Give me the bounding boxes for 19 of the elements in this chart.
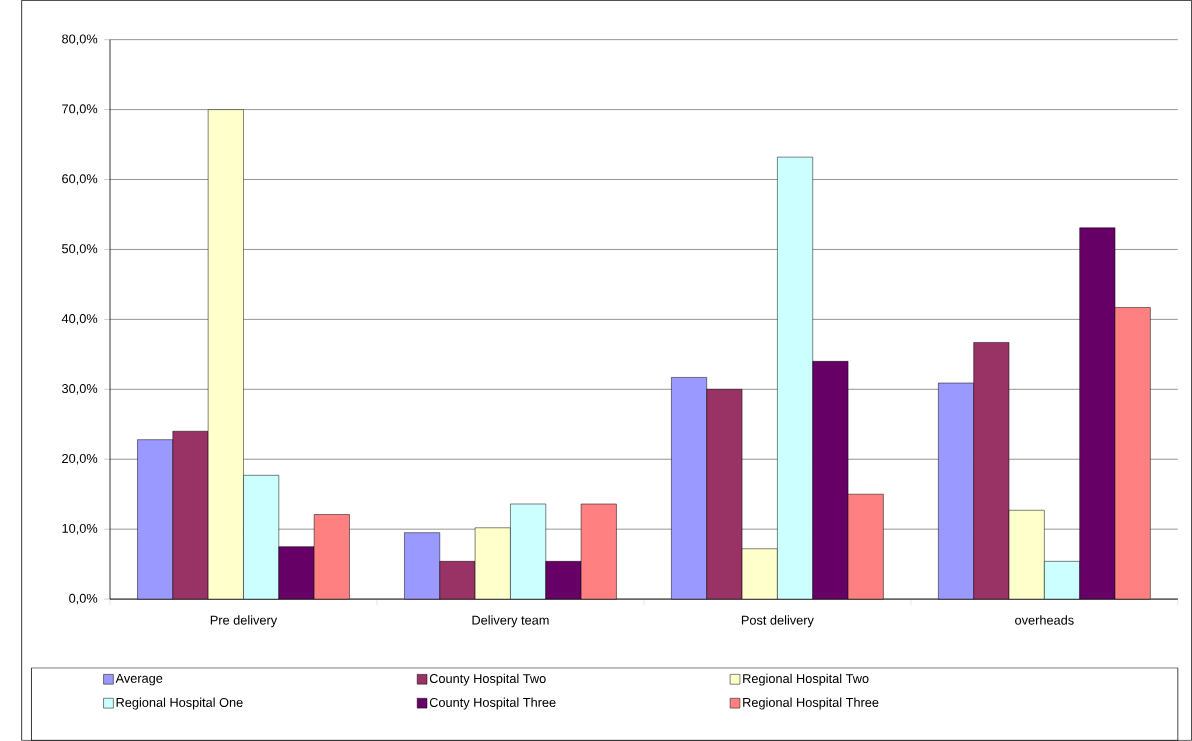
legend-label: Regional Hospital Three bbox=[743, 697, 879, 710]
legend-label: Regional Hospital Two bbox=[743, 673, 869, 686]
y-tick-label: 50,0% bbox=[62, 244, 98, 255]
y-tick-label: 60,0% bbox=[62, 174, 98, 185]
x-tick-label: Delivery team bbox=[472, 615, 549, 628]
y-tick-label: 20,0% bbox=[62, 454, 98, 465]
legend-label: County Hospital Three bbox=[429, 697, 556, 710]
legend-label: County Hospital Two bbox=[429, 673, 546, 686]
x-tick-label: Post delivery bbox=[741, 615, 814, 628]
y-tick-label: 70,0% bbox=[62, 104, 98, 115]
x-tick-label: Pre delivery bbox=[210, 615, 278, 628]
x-tick-label: overheads bbox=[1015, 615, 1074, 625]
legend-label: Regional Hospital One bbox=[116, 697, 243, 710]
y-tick-label: 40,0% bbox=[61, 314, 98, 325]
y-tick-label: 80,0% bbox=[62, 34, 98, 45]
y-tick-label: 10,0% bbox=[62, 523, 98, 535]
y-tick-label: 0,0% bbox=[69, 593, 98, 605]
legend-label: Average bbox=[115, 674, 163, 686]
y-tick-label: 30,0% bbox=[62, 384, 98, 395]
